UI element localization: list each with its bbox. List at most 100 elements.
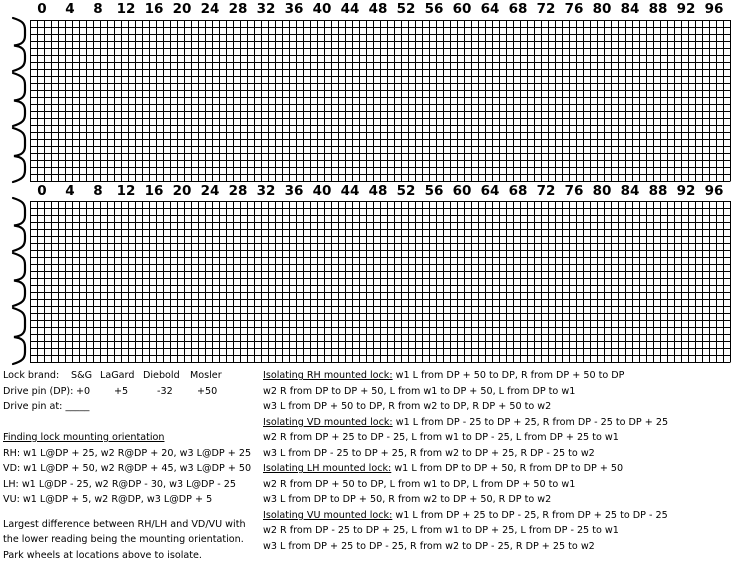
drive-pin-sg: +0 <box>76 385 91 397</box>
scale-tick-label: 52 <box>397 1 416 17</box>
scale-tick-label: 84 <box>621 1 640 17</box>
drive-pin-diebold: -32 <box>157 385 173 397</box>
note-text: w2 R from DP - 25 to DP + 25, L from w1 … <box>263 525 619 536</box>
note-text: w3 L from DP + 25 to DP - 25, R from w2 … <box>263 540 595 552</box>
scale-tick-label: 44 <box>341 1 360 17</box>
drive-pin-label: Drive pin (DP): <box>3 385 74 397</box>
isolating-line: w2 R from DP to DP + 50, L from w1 to DP… <box>263 384 575 400</box>
scale-labels: 0 4 8 12 16 20 24 28 32 36 40 44 48 52 56 60 64 68 72 76 80 8… <box>37 1 723 199</box>
scale-tick-label: 96 <box>705 1 724 17</box>
isolating-line: w3 L from DP + 50 to DP, R from w2 to DP… <box>263 399 551 415</box>
note-text: w2 R from DP + 25 to DP - 25, L from w1 … <box>263 432 619 443</box>
drive-pin-mosler: +50 <box>197 385 218 397</box>
scale-tick-label: 20 <box>173 183 192 199</box>
graph-grids <box>30 20 731 363</box>
scale-tick-label: 24 <box>201 183 220 199</box>
note-text: w3 L from DP + 50 to DP, R from w2 to DP… <box>263 401 552 412</box>
isolating-first-line: w1 L from DP + 50 to DP, R from DP + 50 … <box>392 370 625 381</box>
isolating-line: w2 R from DP + 50 to DP, L from w1 to DP… <box>263 477 575 493</box>
note-text: w2 R from DP to DP + 50, L from w1 to DP… <box>263 385 576 397</box>
scale-tick-label: 16 <box>145 183 164 199</box>
bottom-scale-labels: 0 4 8 12 16 20 24 28 32 36 40 44 48 52 56 60 64 68 72 76 80 8… <box>37 183 723 199</box>
wheel-brace <box>11 306 27 366</box>
note-text: VU: w1 L@DP + 5, w2 R@DP, w3 L@DP + 5 <box>3 494 213 505</box>
isolating-heading: Isolating VD mounted lock: <box>263 416 393 428</box>
scale-tick-label: 44 <box>341 183 360 199</box>
scale-tick-label: 68 <box>509 1 528 17</box>
scale-tick-label: 72 <box>537 183 556 199</box>
scale-tick-label: 60 <box>453 1 472 17</box>
scale-tick-label: 8 <box>93 183 102 199</box>
isolating-heading-row: Isolating LH mounted lock: w1 L from DP … <box>263 461 623 477</box>
isolating-line: w2 R from DP - 25 to DP + 25, L from w1 … <box>263 523 619 539</box>
top-graph-grid <box>30 20 731 182</box>
scale-tick-label: 68 <box>509 183 528 199</box>
scale-tick-label: 12 <box>117 183 136 199</box>
note-text: Park wheels at locations above to isolat… <box>3 549 202 561</box>
scale-tick-label: 92 <box>677 1 696 17</box>
scale-tick-label: 88 <box>649 1 668 17</box>
scale-tick-label: 52 <box>397 183 416 199</box>
wheel-braces <box>11 16 27 366</box>
scale-tick-label: 16 <box>145 1 164 17</box>
scale-tick-label: 92 <box>677 183 696 199</box>
largest-line: Park wheels at locations above to isolat… <box>3 548 202 563</box>
finding-line: LH: w1 L@DP - 25, w2 R@DP - 30, w3 L@DP … <box>3 477 236 493</box>
note-text: VD: w1 L@DP + 50, w2 R@DP + 45, w3 L@DP … <box>3 463 252 474</box>
lock-brand-row: Lock brand: S&G LaGard Diebold Mosler <box>3 368 222 384</box>
finding-heading-text: Finding lock mounting orientation <box>3 432 165 443</box>
scale-tick-label: 32 <box>257 183 276 199</box>
isolating-heading-row: Isolating VD mounted lock: w1 L from DP … <box>263 415 668 431</box>
drive-pin-at-blank: _____ <box>65 401 90 412</box>
isolating-heading-row: Isolating VU mounted lock: w1 L from DP … <box>263 508 668 524</box>
wheel-brace <box>11 251 27 308</box>
note-text: w3 L from DP - 25 to DP + 25, R from w2 … <box>263 447 595 459</box>
finding-heading: Finding lock mounting orientation <box>3 430 164 446</box>
isolating-heading-row: Isolating RH mounted lock: w1 L from DP … <box>263 368 624 384</box>
isolating-line: w2 R from DP + 25 to DP - 25, L from w1 … <box>263 430 619 446</box>
scale-tick-label: 84 <box>621 183 640 199</box>
scale-tick-label: 36 <box>285 183 304 199</box>
scale-tick-label: 56 <box>425 1 444 17</box>
isolating-first-line: w1 L from DP to DP + 50, R from DP to DP… <box>391 463 624 474</box>
scale-tick-label: 24 <box>201 1 220 17</box>
scale-tick-label: 80 <box>593 183 612 199</box>
wheel-brace <box>11 71 27 128</box>
scale-tick-label: 40 <box>313 183 332 199</box>
top-scale-labels: 0 4 8 12 16 20 24 28 32 36 40 44 48 52 56 60 64 68 72 76 80 8… <box>37 1 723 17</box>
scale-tick-label: 64 <box>481 183 500 199</box>
isolating-heading: Isolating LH mounted lock: <box>263 463 392 474</box>
scale-tick-label: 0 <box>37 1 46 17</box>
brand-mosler: Mosler <box>190 370 222 381</box>
wheel-brace <box>11 196 27 253</box>
scale-tick-label: 64 <box>481 1 500 17</box>
drive-pin-row: Drive pin (DP): +0 +5 -32 +50 <box>3 384 217 400</box>
isolating-heading: Isolating VU mounted lock: <box>263 509 393 521</box>
scale-tick-label: 12 <box>117 1 136 17</box>
drive-pin-at-label: Drive pin at: <box>3 401 66 412</box>
scale-tick-label: 76 <box>565 1 584 17</box>
note-text: RH: w1 L@DP + 25, w2 R@DP + 20, w3 L@DP … <box>3 447 252 459</box>
scale-tick-label: 36 <box>285 1 304 17</box>
scale-tick-label: 28 <box>229 1 248 17</box>
finding-line: VD: w1 L@DP + 50, w2 R@DP + 45, w3 L@DP … <box>3 461 251 477</box>
lock-brand-label: Lock brand: <box>3 370 60 381</box>
isolating-line: w3 L from DP - 25 to DP + 25, R from w2 … <box>263 446 595 462</box>
scale-tick-label: 20 <box>173 1 192 17</box>
note-text: w2 R from DP + 50 to DP, L from w1 to DP… <box>263 478 576 490</box>
scale-tick-label: 56 <box>425 183 444 199</box>
scale-tick-label: 60 <box>453 183 472 199</box>
brand-sg: S&G <box>71 370 93 381</box>
scale-tick-label: 28 <box>229 183 248 199</box>
scale-tick-label: 32 <box>257 1 276 17</box>
largest-line: Largest difference between RH/LH and VD/… <box>3 517 246 533</box>
bottom-graph-grid <box>30 201 731 363</box>
isolating-line: w3 L from DP + 25 to DP - 25, R from w2 … <box>263 539 595 555</box>
wheel-brace <box>11 126 27 184</box>
scale-tick-label: 4 <box>65 183 74 199</box>
scale-tick-label: 88 <box>649 183 668 199</box>
isolating-heading: Isolating RH mounted lock: <box>263 370 393 381</box>
notes-area: Lock brand: S&G LaGard Diebold Mosler Drive p… <box>0 368 735 561</box>
brand-lagard: LaGard <box>100 370 135 381</box>
scale-tick-label: 80 <box>593 1 612 17</box>
